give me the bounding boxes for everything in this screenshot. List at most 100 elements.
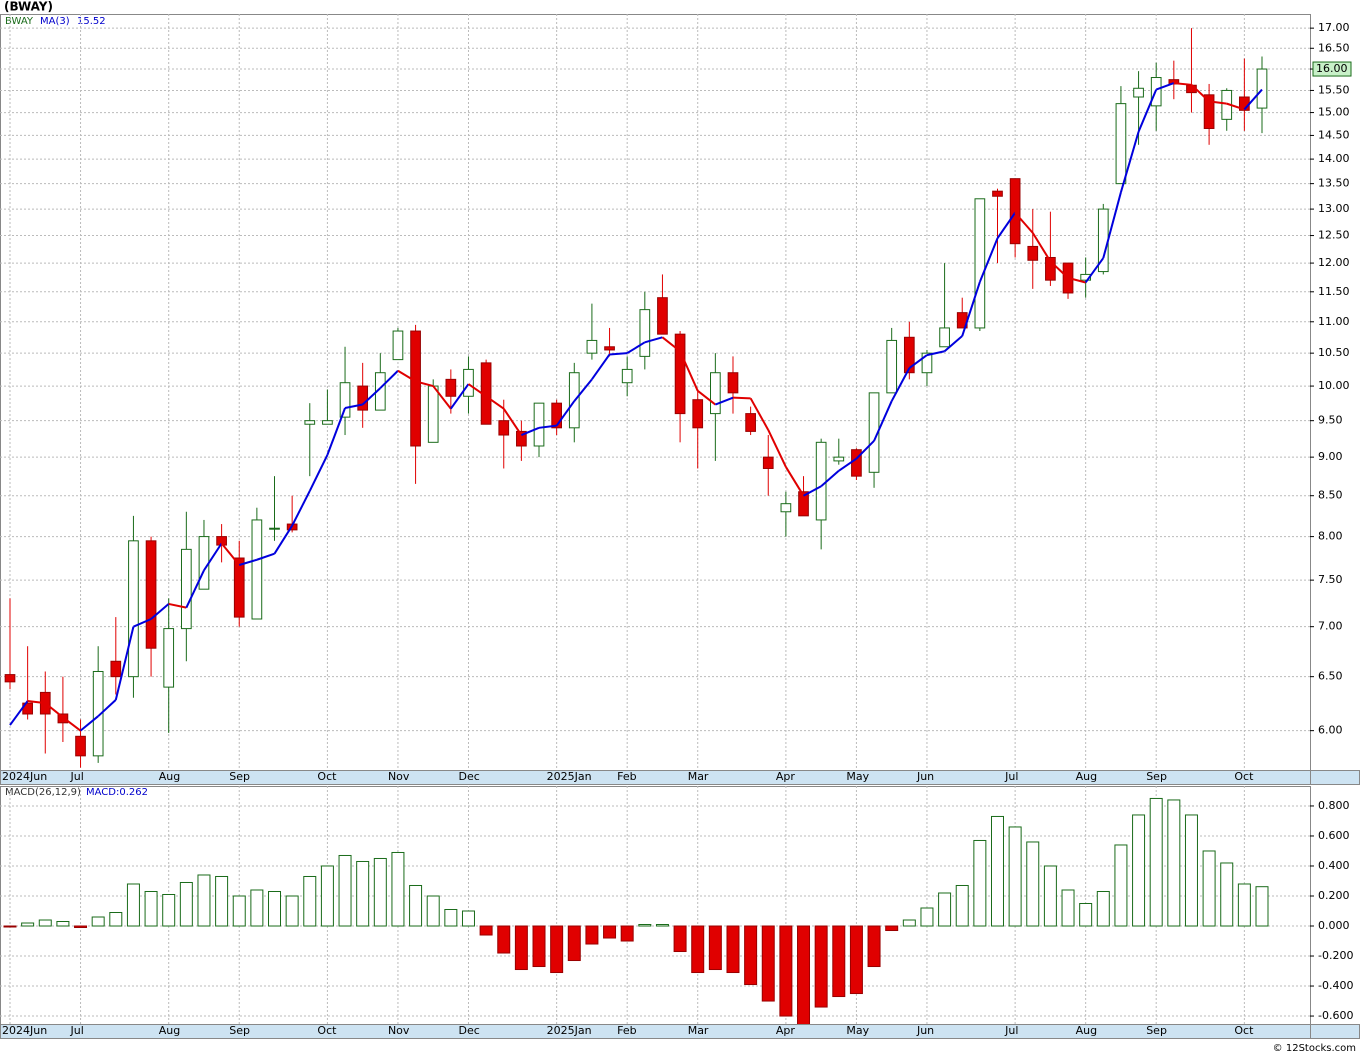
bar [479,925,493,936]
bar [232,895,246,927]
y-tick-label: 6.50 [1318,670,1343,683]
bar [21,922,35,927]
y-tick-label: 8.50 [1318,489,1343,502]
legend-ma-value: 15.52 [77,16,106,27]
bar [126,883,140,927]
ma-line [133,618,152,628]
bar [567,925,581,962]
legend-macd: MACD(26,12,9) [5,787,81,798]
y-tick-label: 11.00 [1318,315,1350,328]
bar [1149,797,1163,927]
x-tick-label: Jul [70,1024,84,1037]
ma-line [44,702,64,719]
ma-line [379,370,399,389]
x-tick-label: Oct [317,1024,337,1037]
bar [3,925,17,928]
candle-body [992,190,1003,197]
ma-line [502,408,523,436]
ma-line [890,367,911,402]
bar [1026,841,1040,927]
ma-line [1067,276,1086,284]
bar [444,909,458,927]
candle-body [586,339,598,354]
bar [285,895,299,927]
y-tick-label: -0.400 [1318,979,1353,992]
ma-line [1119,131,1140,193]
candle-body [604,346,615,351]
x-tick-label: Jun [916,770,934,783]
candle-body [304,420,316,425]
bar [532,925,546,968]
candle-body [621,368,633,384]
bar [1008,826,1022,927]
candle-body [868,392,880,473]
ma-line [521,426,540,436]
bar [74,925,88,929]
bar [179,881,193,927]
ma-line [626,341,646,355]
candle-body [427,385,439,443]
copyright: © 12Stocks.com [1273,1043,1356,1054]
x-tick-label: Oct [317,770,337,783]
y-tick-label: 12.00 [1318,256,1350,269]
bar [638,924,652,927]
candle-body [180,548,192,630]
ma-line [1226,102,1245,111]
x-tick-label: Apr [776,1024,796,1037]
candle-body [128,540,139,678]
bar [356,860,370,927]
candle-body [780,503,792,513]
candle-body [921,352,933,374]
bar [320,865,334,927]
bar [514,925,528,971]
bar [779,925,793,1017]
y-tick-label: 0.400 [1318,859,1350,872]
candle-body [1045,256,1056,281]
candle-body [463,368,474,397]
bar [1061,889,1075,927]
last-price-box [1312,61,1352,77]
x-axis-band [0,1024,1311,1039]
candle-body [516,430,527,447]
ma-line [1137,89,1158,133]
ma-line [1049,260,1069,279]
x-tick-label: May [846,770,869,783]
bar [1079,902,1093,927]
ma-line [415,380,434,388]
candle-body [410,330,421,447]
x-tick-label: Oct [1234,770,1254,783]
ma-line [855,440,875,460]
candle-body [710,372,721,415]
x-tick-label: Sep [1146,770,1167,783]
legend-ticker: BWAY [5,16,34,27]
candle-body [92,670,104,757]
ma-line [1208,100,1227,105]
x-tick-label: Mar [688,1024,709,1037]
candle-body [639,309,651,357]
bar [955,884,969,927]
ma-line [273,525,293,555]
ma-line [97,699,117,717]
bar [990,815,1004,927]
bar [144,890,158,927]
ma-line [291,490,311,527]
bar [832,925,846,998]
x-tick-label: Dec [458,1024,479,1037]
bar [938,892,952,927]
chart-title: (BWAY) [4,0,53,14]
ma-line [573,378,593,402]
y-tick-label: 13.50 [1318,177,1350,190]
y-tick-label: -0.200 [1318,949,1353,962]
bar [797,925,811,1024]
candle-body [727,372,739,394]
y-tick-label: 17.00 [1318,21,1350,34]
x-tick-label: Aug [1076,770,1097,783]
ma-line [978,237,999,283]
ma-line [79,715,99,732]
bar [338,854,352,927]
y-tick-label: 14.50 [1318,128,1350,141]
bar [1096,890,1110,927]
ma-line [1190,84,1210,103]
ma-line [785,466,805,497]
